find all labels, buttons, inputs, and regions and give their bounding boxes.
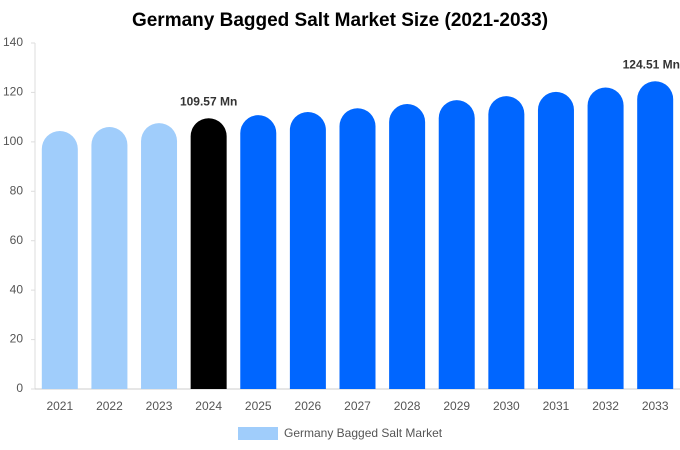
bar — [537, 91, 574, 389]
x-tick-label: 2033 — [642, 399, 669, 413]
y-tick-label: 140 — [3, 35, 23, 49]
bar — [240, 115, 277, 389]
x-tick-label: 2030 — [493, 399, 520, 413]
y-tick-label: 80 — [10, 183, 24, 197]
bar — [91, 127, 128, 389]
legend-swatch — [238, 427, 278, 440]
x-tick-label: 2023 — [146, 399, 173, 413]
legend-label: Germany Bagged Salt Market — [284, 426, 443, 440]
bar — [389, 104, 426, 390]
bar — [438, 100, 475, 389]
bar — [41, 130, 78, 390]
x-tick-label: 2025 — [245, 399, 272, 413]
bar — [587, 87, 624, 389]
x-tick-label: 2032 — [592, 399, 619, 413]
x-tick-label: 2026 — [295, 399, 322, 413]
bar — [637, 81, 674, 390]
x-tick-label: 2029 — [443, 399, 470, 413]
y-tick-label: 20 — [10, 332, 24, 346]
y-tick-label: 100 — [3, 134, 23, 148]
x-tick-label: 2027 — [344, 399, 371, 413]
bar — [339, 108, 376, 389]
x-tick-label: 2022 — [96, 399, 123, 413]
bar — [289, 111, 326, 390]
bar — [141, 123, 178, 390]
bar — [488, 96, 525, 389]
x-tick-label: 2021 — [46, 399, 73, 413]
y-tick-label: 120 — [3, 85, 23, 99]
value-label: 124.51 Mn — [623, 57, 680, 71]
y-tick-label: 0 — [16, 381, 23, 395]
y-tick-label: 40 — [10, 282, 24, 296]
bar — [190, 118, 227, 389]
y-tick-label: 60 — [10, 233, 24, 247]
x-tick-label: 2031 — [543, 399, 570, 413]
x-tick-label: 2024 — [195, 399, 222, 413]
chart-title: Germany Bagged Salt Market Size (2021-20… — [132, 10, 548, 31]
value-label: 109.57 Mn — [180, 94, 237, 108]
x-tick-label: 2028 — [394, 399, 421, 413]
